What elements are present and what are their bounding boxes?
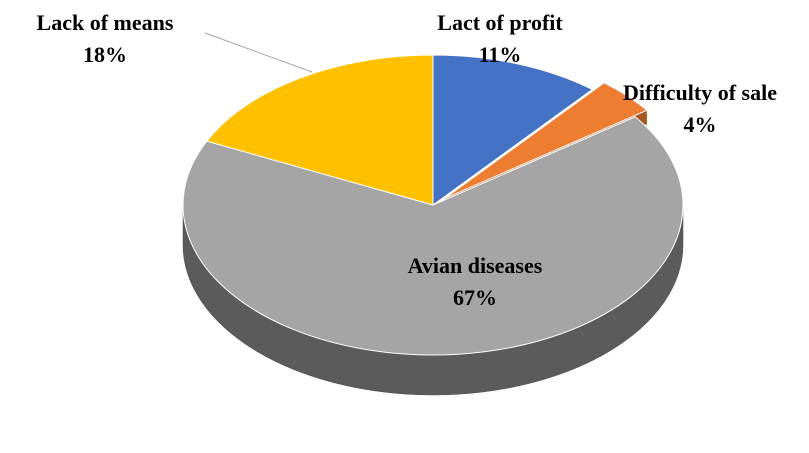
slice [432, 54, 594, 206]
slice [205, 54, 434, 206]
category-label: Lack of means [37, 10, 174, 35]
value-label: 67% [453, 285, 497, 310]
category-label: Lact of profit [437, 10, 563, 35]
category-label: Difficulty of sale [623, 80, 777, 105]
pie-tops [182, 54, 684, 356]
labels: Lact of profit 11% Difficulty of sale 4% Avi… [37, 10, 778, 310]
value-label: 11% [479, 42, 522, 67]
value-label: 18% [83, 42, 127, 67]
category-label: Avian diseases [408, 253, 543, 278]
slice [182, 116, 684, 356]
value-label: 4% [684, 112, 717, 137]
leader-line [204, 32, 313, 73]
slice [444, 82, 648, 199]
